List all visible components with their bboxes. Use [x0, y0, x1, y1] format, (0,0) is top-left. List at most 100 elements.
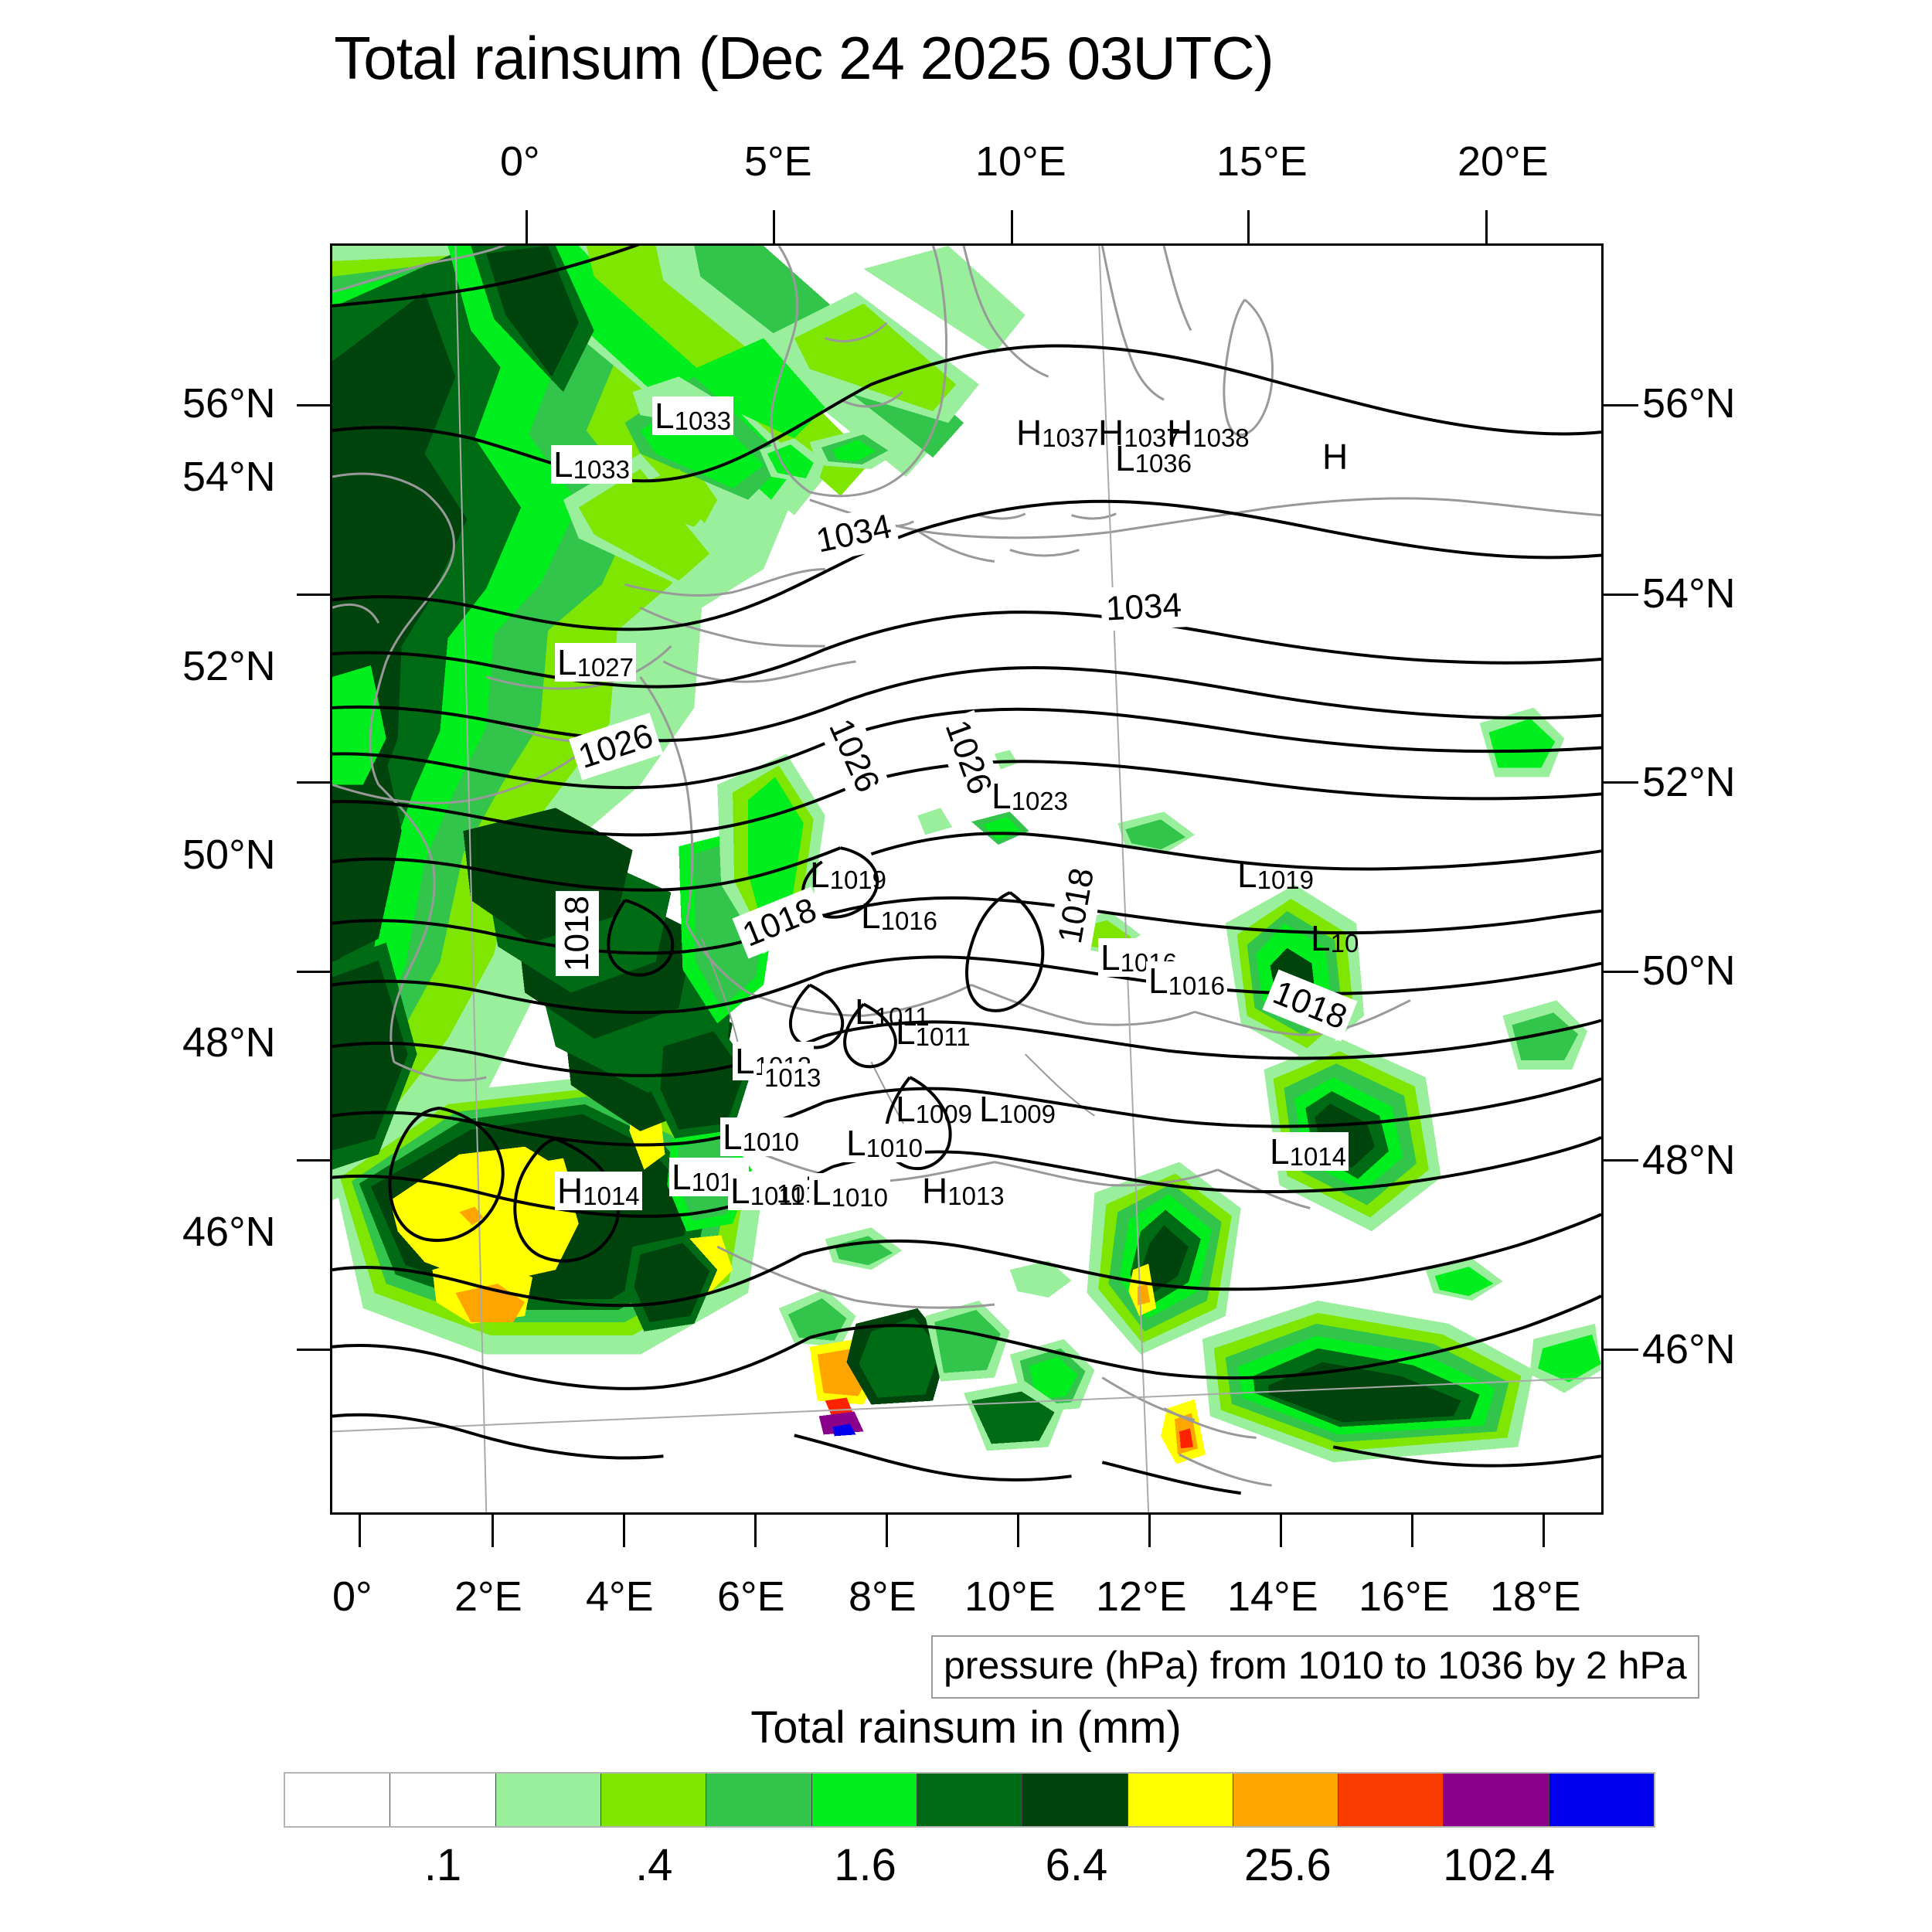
marker-value: 1014	[1289, 1142, 1347, 1171]
colorbar-segment-6	[917, 1774, 1023, 1826]
marker-value: 10	[1330, 929, 1359, 957]
colorbar-segment-4	[706, 1774, 812, 1826]
pressure-marker-L1023: L 1023	[989, 777, 1070, 815]
marker-value: 1014	[583, 1182, 640, 1210]
left-tick-mark	[297, 971, 332, 973]
pressure-marker-L1033-a: L 1033	[652, 396, 734, 435]
pressure-marker-L10-edge: L 10	[1308, 919, 1361, 957]
marker-type: L	[1270, 1131, 1290, 1172]
marker-value: 1013	[947, 1182, 1005, 1210]
right-tick-mark	[1604, 1159, 1638, 1162]
marker-value: 1009	[915, 1100, 973, 1128]
pressure-marker-L1011-a: L 1011	[852, 992, 932, 1031]
contour-label-1034-b: 1034	[1100, 583, 1188, 631]
right-lat-tick-56N: 56°N	[1642, 380, 1736, 427]
pressure-marker-H1037-a: H 1037	[1014, 413, 1101, 452]
marker-value: 1009	[998, 1100, 1056, 1128]
right-lat-tick-50N: 50°N	[1642, 947, 1736, 994]
right-tick-mark	[1604, 971, 1638, 973]
right-tick-mark	[1604, 404, 1638, 406]
pressure-marker-L1033-b: L 1033	[551, 445, 633, 484]
marker-value: 1010	[742, 1128, 800, 1156]
bottom-tick-mark	[1017, 1515, 1019, 1547]
marker-type: H	[1167, 413, 1193, 453]
marker-type: L	[1115, 438, 1135, 478]
right-lat-tick-54N: 54°N	[1642, 570, 1736, 617]
bottom-tick-mark	[1411, 1515, 1413, 1547]
right-lat-tick-52N: 52°N	[1642, 759, 1736, 805]
bottom-tick-mark	[1148, 1515, 1151, 1547]
colorbar[interactable]	[284, 1772, 1655, 1828]
marker-type: L	[730, 1171, 750, 1211]
right-tick-mark	[1604, 1349, 1638, 1351]
bottom-tick-mark	[1543, 1515, 1545, 1547]
right-lat-tick-46N: 46°N	[1642, 1326, 1736, 1372]
bottom-lon-tick-12E: 12°E	[1096, 1573, 1187, 1620]
left-lat-tick-56N: 56°N	[182, 380, 276, 427]
marker-value: 1033	[674, 406, 732, 435]
marker-value: 1037	[1124, 423, 1181, 452]
colorbar-segment-11	[1444, 1774, 1549, 1826]
marker-type: L	[735, 1041, 755, 1081]
colorbar-segment-3	[600, 1774, 707, 1826]
left-lat-tick-54N: 54°N	[182, 454, 276, 500]
colorbar-segment-1	[390, 1774, 496, 1826]
pressure-marker-L1016-c: L 1016	[1146, 961, 1228, 1000]
pressure-marker-L1016-a: L 1016	[859, 896, 940, 935]
marker-value: 1023	[1011, 787, 1069, 815]
colorbar-label-3: 6.4	[1045, 1840, 1108, 1890]
colorbar-label-4: 25.6	[1243, 1840, 1332, 1890]
pressure-marker-L1027: L 1027	[555, 643, 637, 682]
top-tick-mark	[773, 210, 775, 245]
colorbar-title: Total rainsum in (mm)	[750, 1702, 1182, 1753]
top-lon-tick-0: 0°	[500, 138, 540, 185]
colorbar-tick-labels: .1 .4 1.6 6.4 25.6 102.4	[284, 1839, 1655, 1901]
pressure-marker-L1019-a: L 1019	[808, 855, 889, 894]
marker-value: 1010	[866, 1134, 923, 1162]
colorbar-segment-12	[1549, 1774, 1655, 1826]
bottom-tick-mark	[1280, 1515, 1282, 1547]
left-tick-mark	[297, 781, 332, 784]
marker-value: 1019	[1257, 866, 1315, 894]
marker-value: 1033	[573, 455, 631, 484]
map-plot-area[interactable]: 1034 1034 1026 1026 1026 1018 1018 1018 …	[330, 243, 1604, 1515]
bottom-tick-mark	[359, 1515, 361, 1547]
colorbar-segment-10	[1338, 1774, 1444, 1826]
bottom-tick-mark	[886, 1515, 888, 1547]
colorbar-segment-2	[495, 1774, 601, 1826]
marker-type: L	[861, 896, 881, 936]
left-tick-mark	[297, 1159, 332, 1162]
marker-type: L	[723, 1117, 743, 1157]
colorbar-label-2: 1.6	[834, 1840, 896, 1890]
colorbar-segment-9	[1233, 1774, 1339, 1826]
top-lon-tick-15E: 15°E	[1216, 138, 1308, 185]
left-tick-mark	[297, 594, 332, 596]
colorbar-label-0: .1	[423, 1840, 462, 1890]
marker-value: 1019	[829, 866, 887, 894]
bottom-lon-tick-10E: 10°E	[964, 1573, 1056, 1620]
marker-type: L	[1237, 855, 1257, 895]
marker-value: 1011	[915, 1022, 971, 1051]
colorbar-segment-7	[1022, 1774, 1128, 1826]
pressure-marker-H1013: H 1013	[920, 1172, 1007, 1210]
pressure-marker-L1010-c: L 1010	[809, 1172, 891, 1213]
colorbar-label-1: .4	[635, 1840, 673, 1890]
map-raster-and-contours	[332, 246, 1601, 1512]
bottom-tick-mark	[754, 1515, 757, 1547]
bottom-lon-tick-0: 0°	[332, 1573, 372, 1620]
marker-type: H	[1016, 413, 1043, 453]
marker-type: L	[992, 776, 1012, 816]
marker-type: L	[896, 1012, 916, 1052]
left-lat-tick-52N: 52°N	[182, 643, 276, 689]
left-lat-tick-46N: 46°N	[182, 1209, 276, 1255]
top-tick-mark	[1485, 210, 1488, 245]
pressure-contour-legend: pressure (hPa) from 1010 to 1036 by 2 hP…	[931, 1635, 1699, 1699]
bottom-tick-mark	[623, 1515, 625, 1547]
pressure-marker-H1037-b: H 1037	[1096, 413, 1183, 452]
colorbar-segment-0	[285, 1774, 391, 1826]
pressure-marker-L1011-b: L 1011	[893, 1012, 973, 1051]
colorbar-segment-8	[1128, 1774, 1233, 1826]
marker-type: L	[811, 1172, 832, 1213]
right-lat-tick-48N: 48°N	[1642, 1137, 1736, 1183]
page-title: Total rainsum (Dec 24 2025 03UTC)	[334, 24, 1274, 92]
